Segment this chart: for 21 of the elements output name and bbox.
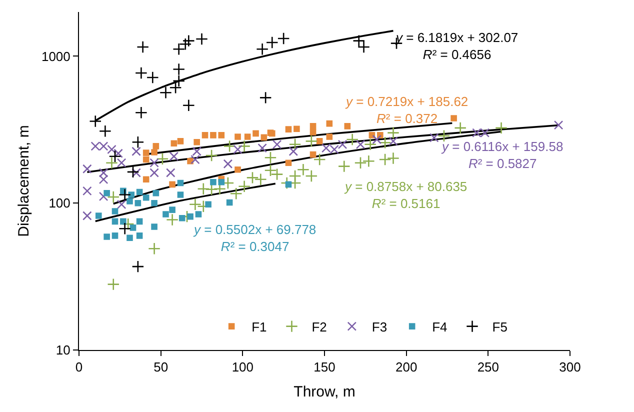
y-tick-label: 100: [48, 196, 70, 211]
y-axis-title: Displacement, m: [16, 125, 33, 237]
x-tick-label: 150: [314, 360, 336, 375]
x-tick-label: 250: [477, 360, 500, 375]
legend-label: F3: [372, 319, 388, 334]
annotation: y = 0.7219x + 185.62 R² = 0.372: [345, 94, 468, 126]
x-tick-label: 0: [75, 360, 83, 375]
x-axis-title: Throw, m: [294, 384, 356, 401]
legend-label: F1: [252, 319, 267, 334]
y-tick-label: 10: [56, 342, 70, 358]
legend-label: F2: [312, 319, 327, 334]
x-tick-label: 50: [154, 360, 168, 375]
y-tick-label: 1000: [41, 48, 70, 64]
x-tick-label: 100: [232, 360, 254, 375]
annotation: y = 0.5502x + 69.778 R² = 0.3047: [193, 222, 316, 254]
x-tick-label: 200: [395, 360, 418, 375]
annotation: y = 0.6116x + 159.58 R² = 0.5827: [441, 139, 564, 171]
legend-label: F4: [432, 319, 448, 334]
annotation: y = 0.8758x + 80.635 R² = 0.5161: [344, 179, 468, 211]
x-tick-label: 300: [559, 360, 581, 375]
legend-label: F5: [492, 319, 508, 334]
